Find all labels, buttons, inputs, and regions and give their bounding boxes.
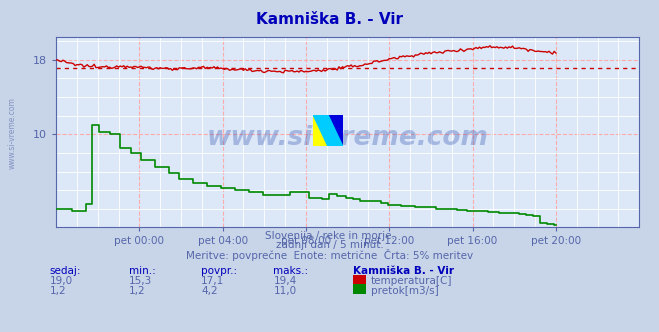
Text: 4,2: 4,2 (201, 286, 217, 295)
Text: 11,0: 11,0 (273, 286, 297, 295)
Text: min.:: min.: (129, 266, 156, 276)
Text: Meritve: povprečne  Enote: metrične  Črta: 5% meritev: Meritve: povprečne Enote: metrične Črta:… (186, 249, 473, 261)
Polygon shape (313, 115, 343, 146)
Text: povpr.:: povpr.: (201, 266, 237, 276)
Text: maks.:: maks.: (273, 266, 308, 276)
Text: 1,2: 1,2 (129, 286, 145, 295)
Text: Kamniška B. - Vir: Kamniška B. - Vir (256, 12, 403, 27)
Text: 17,1: 17,1 (201, 276, 224, 286)
Text: www.si-vreme.com: www.si-vreme.com (207, 125, 488, 151)
Text: 15,3: 15,3 (129, 276, 152, 286)
Text: pretok[m3/s]: pretok[m3/s] (371, 286, 439, 295)
Text: Slovenija / reke in morje.: Slovenija / reke in morje. (264, 231, 395, 241)
Text: 19,0: 19,0 (49, 276, 72, 286)
Text: sedaj:: sedaj: (49, 266, 81, 276)
Text: temperatura[C]: temperatura[C] (371, 276, 453, 286)
Text: Kamniška B. - Vir: Kamniška B. - Vir (353, 266, 453, 276)
Bar (313, 115, 328, 146)
Text: 1,2: 1,2 (49, 286, 66, 295)
Text: www.si-vreme.com: www.si-vreme.com (8, 97, 17, 169)
Bar (328, 115, 343, 146)
Text: 19,4: 19,4 (273, 276, 297, 286)
Text: zadnji dan / 5 minut.: zadnji dan / 5 minut. (275, 240, 384, 250)
